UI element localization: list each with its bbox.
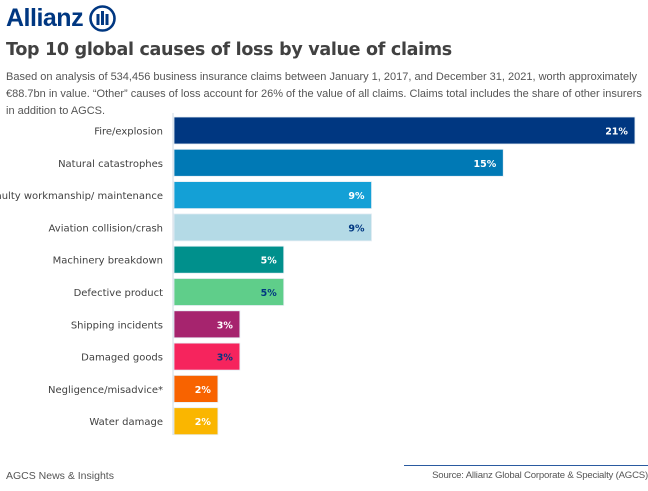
data-label: 9% xyxy=(348,223,365,234)
bar xyxy=(173,213,372,242)
category-label: Aviation collision/crash xyxy=(49,223,163,234)
allianz-eagle-icon xyxy=(89,5,116,32)
data-label: 2% xyxy=(195,417,212,428)
data-label: 3% xyxy=(217,320,234,331)
bar xyxy=(173,181,372,209)
footer-divider xyxy=(404,465,648,466)
data-label: 9% xyxy=(348,191,365,202)
category-label: Damaged goods xyxy=(81,353,163,364)
category-label: Machinery breakdown xyxy=(53,256,163,267)
description: Based on analysis of 534,456 business in… xyxy=(6,71,642,117)
bar xyxy=(173,374,219,403)
bar xyxy=(173,245,285,274)
page-title: Top 10 global causes of loss by value of… xyxy=(6,40,452,60)
bar xyxy=(173,278,285,306)
data-label: 5% xyxy=(261,256,278,267)
bar xyxy=(173,342,241,371)
logo-text: Allianz xyxy=(6,4,84,32)
data-label: 21% xyxy=(605,127,628,138)
category-label: Negligence/misadvice* xyxy=(48,385,163,396)
category-label: Natural catastrophes xyxy=(58,159,163,170)
bar xyxy=(173,310,241,339)
category-label: Defective product xyxy=(74,288,164,299)
category-label: Fire/explosion xyxy=(94,127,163,138)
bar xyxy=(173,407,219,436)
footer-source: Source: Allianz Global Corporate & Speci… xyxy=(432,470,648,481)
category-label: Faulty workmanship/ maintenance xyxy=(0,191,163,202)
data-label: 2% xyxy=(195,385,212,396)
category-label: Water damage xyxy=(89,417,163,428)
data-label: 5% xyxy=(261,288,278,299)
data-label: 15% xyxy=(474,159,497,170)
bar xyxy=(173,116,636,145)
data-label: 3% xyxy=(217,353,234,364)
footer-brand: AGCS News & Insights xyxy=(6,470,114,482)
bar xyxy=(173,148,504,177)
allianz-logo: Allianz xyxy=(6,4,116,33)
bar-chart: Fire/explosion 21% Natural catastrophes 15%… xyxy=(0,113,636,436)
category-label: Shipping incidents xyxy=(71,320,163,331)
